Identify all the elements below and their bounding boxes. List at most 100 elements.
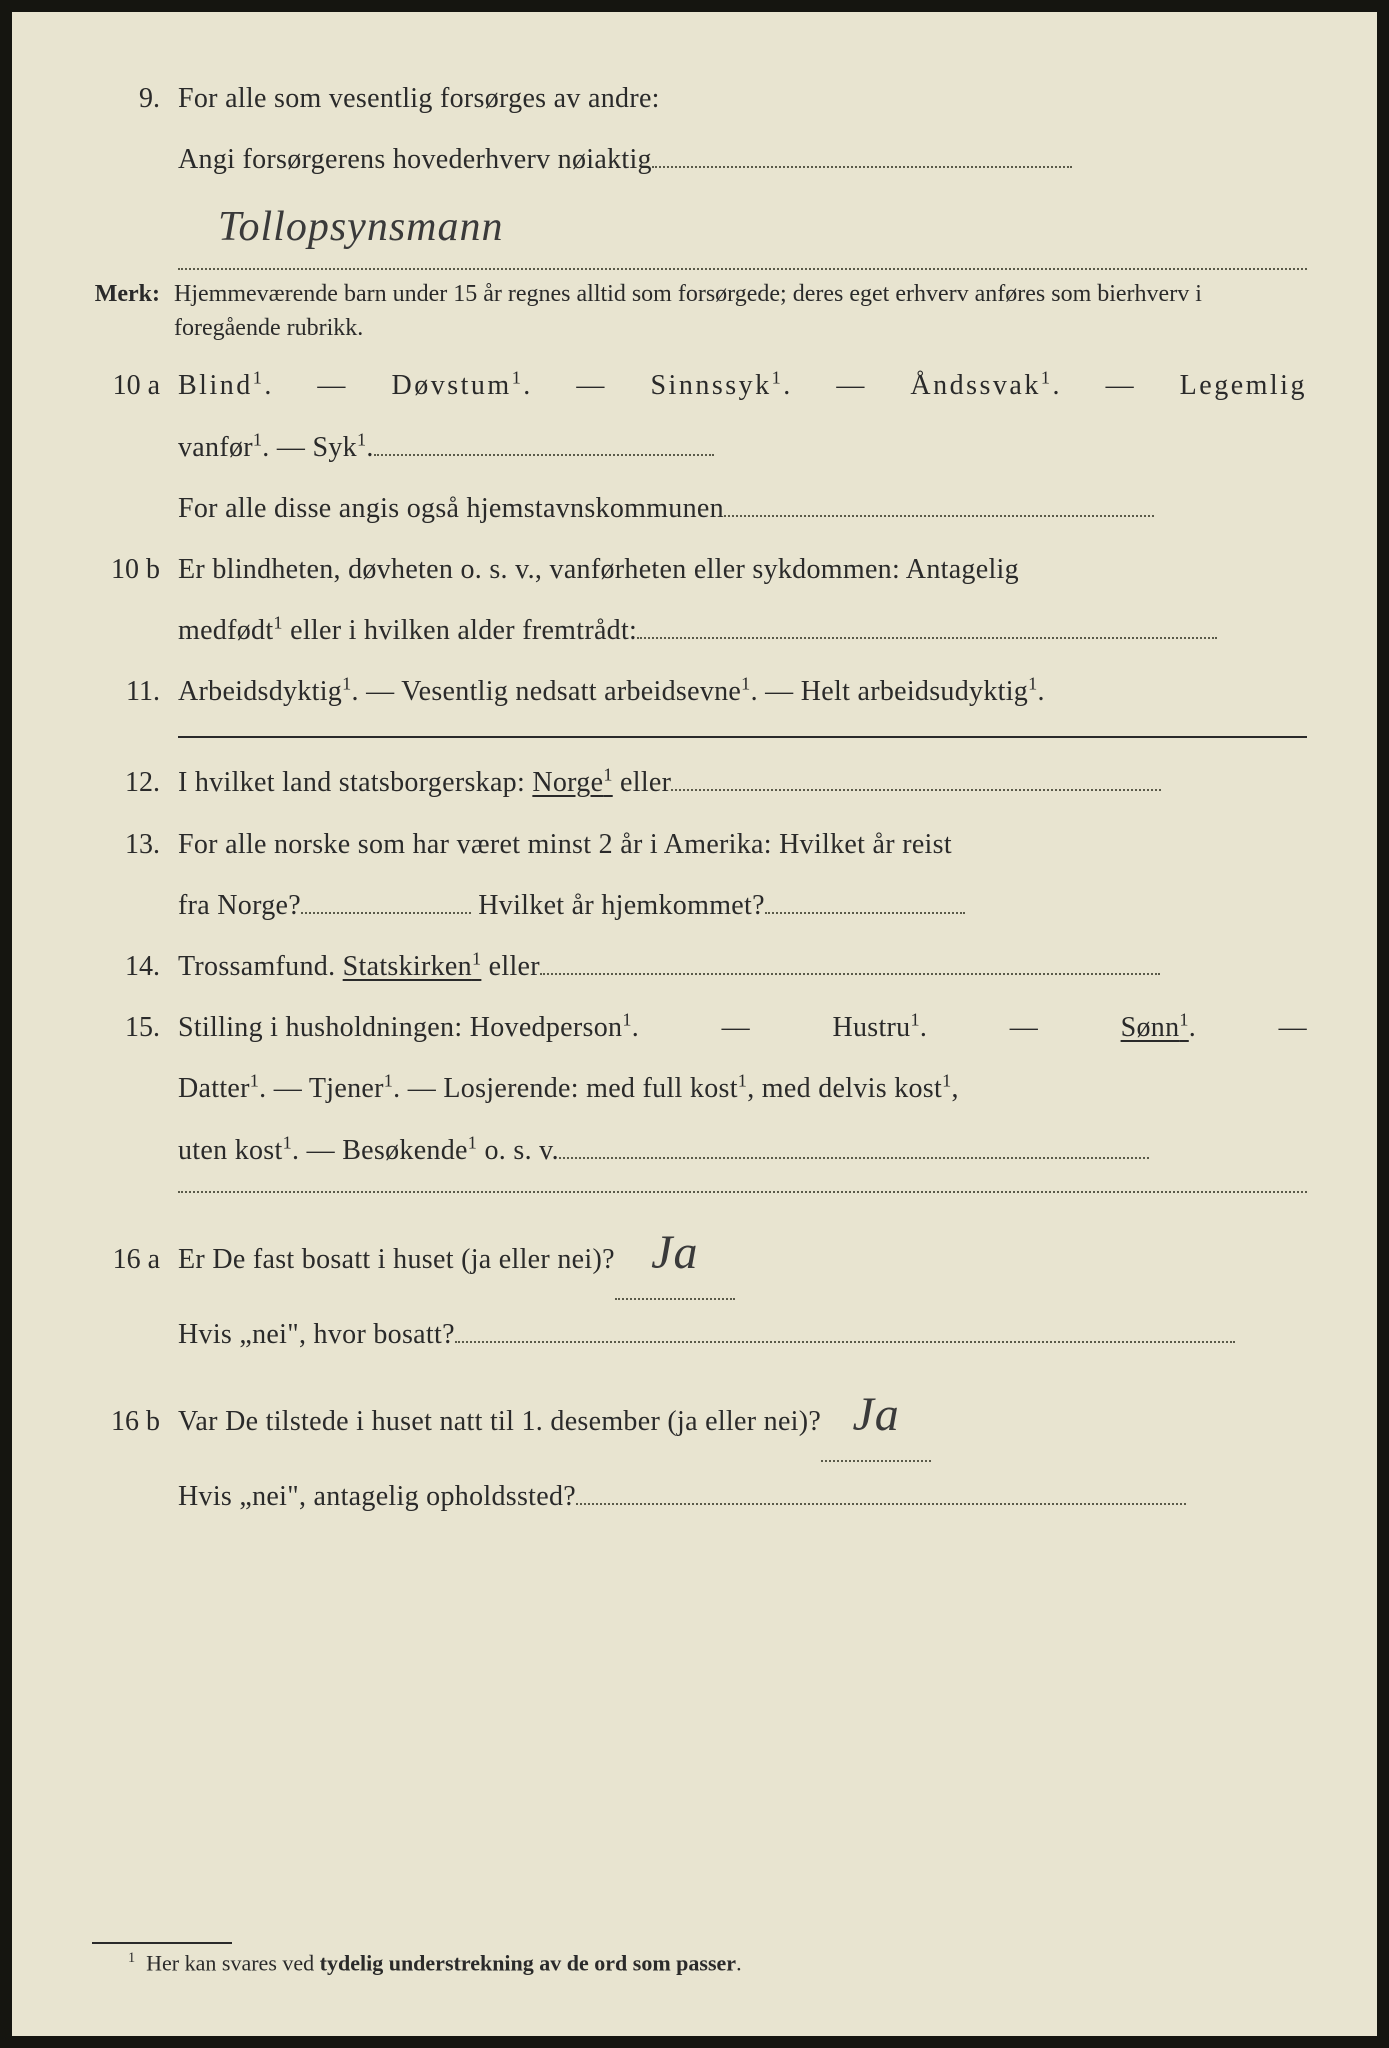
q16b-text2: Hvis „nei", antagelig opholdssted? — [178, 1481, 576, 1512]
q16a-blank[interactable] — [455, 1341, 1235, 1343]
q16a-row2: Hvis „nei", hvor bosatt? — [82, 1308, 1307, 1361]
q15-sonn: Sønn — [1121, 1012, 1180, 1043]
q10a-line1: Blind1. — Døvstum1. — Sinnssyk1. — Åndss… — [178, 359, 1307, 412]
q12-norge: Norge — [532, 767, 603, 798]
q15-number: 15. — [82, 1001, 178, 1054]
q10a-legemlig: Legemlig — [1180, 359, 1307, 412]
merk-label: Merk: — [82, 278, 174, 312]
q10a-vanfor: vanfør — [178, 432, 253, 463]
q14-statskirken: Statskirken — [343, 951, 472, 982]
q15-row3: uten kost1. — Besøkende1 o. s. v. — [82, 1124, 1307, 1177]
q9-row1: 9. For alle som vesentlig forsørges av a… — [82, 72, 1307, 125]
q10b-line1: Er blindheten, døvheten o. s. v., vanfør… — [178, 543, 1307, 596]
q16a-line1: Er De fast bosatt i huset (ja eller nei)… — [178, 1207, 1307, 1300]
q14-blank[interactable] — [540, 973, 1160, 975]
q11-number: 11. — [82, 665, 178, 718]
q14-row: 14. Trossamfund. Statskirken1 eller — [82, 940, 1307, 993]
q15-row2: Datter1. — Tjener1. — Losjerende: med fu… — [82, 1062, 1307, 1115]
q11-row: 11. Arbeidsdyktig1. — Vesentlig nedsatt … — [82, 665, 1307, 718]
q16a-ans[interactable]: Ja — [615, 1207, 735, 1300]
q15-hustru: Hustru — [832, 1012, 910, 1043]
merk-row: Merk: Hjemmeværende barn under 15 år reg… — [82, 278, 1307, 345]
q10b-number: 10 b — [82, 543, 178, 596]
q13-row1: 13. For alle norske som har været minst … — [82, 818, 1307, 871]
q10a-row1: 10 a Blind1. — Døvstum1. — Sinnssyk1. — … — [82, 359, 1307, 412]
divider-2 — [178, 1191, 1307, 1193]
q10a-blind: Blind — [178, 370, 253, 401]
q10b-medfodt: medfødt — [178, 615, 273, 646]
q14-content: Trossamfund. Statskirken1 eller — [178, 940, 1307, 993]
merk-text: Hjemmeværende barn under 15 år regnes al… — [174, 278, 1307, 345]
q9-line2: Angi forsørgerens hovederhverv nøiaktig — [178, 133, 1307, 186]
q16a-number: 16 a — [82, 1233, 178, 1286]
q13-blank1[interactable] — [301, 912, 471, 914]
q15-losj: Losjerende: med full kost — [443, 1073, 737, 1104]
q12-content: I hvilket land statsborgerskap: Norge1 e… — [178, 756, 1307, 809]
q10a-dovstum: Døvstum — [392, 370, 512, 401]
q16a-line2: Hvis „nei", hvor bosatt? — [178, 1308, 1307, 1361]
census-form-page: 9. For alle som vesentlig forsørges av a… — [0, 0, 1389, 2048]
q11-arbdyktig: Arbeidsdyktig — [178, 676, 342, 707]
q16b-row1: 16 b Var De tilstede i huset natt til 1.… — [82, 1369, 1307, 1462]
q15-utenkost: uten kost — [178, 1135, 283, 1166]
q16a-text2: Hvis „nei", hvor bosatt? — [178, 1319, 455, 1350]
q15-delvis: , med delvis kost — [747, 1073, 942, 1104]
q10a-sinnssyk: Sinnssyk — [650, 370, 771, 401]
q15-line2: Datter1. — Tjener1. — Losjerende: med fu… — [178, 1062, 1307, 1115]
q9-handwriting: Tollopsynsmann — [218, 188, 504, 268]
q13-blank2[interactable] — [765, 912, 965, 914]
q16b-blank[interactable] — [576, 1503, 1186, 1505]
q16a-text1: Er De fast bosatt i huset (ja eller nei)… — [178, 1244, 615, 1275]
q13-line2: fra Norge? Hvilket år hjemkommet? — [178, 879, 1307, 932]
q11-nedsatt: Vesentlig nedsatt arbeidsevne — [401, 676, 741, 707]
q16a-ja: Ja — [651, 1226, 698, 1279]
q12-number: 12. — [82, 756, 178, 809]
q10a-row2: vanfør1. — Syk1. — [82, 421, 1307, 474]
q10b-line2b: eller i hvilken alder fremtrådt: — [283, 615, 637, 646]
q12-blank[interactable] — [671, 789, 1161, 791]
footnote-area: 1 Her kan svares ved tydelig understrekn… — [92, 1942, 742, 1976]
q13-row2: fra Norge? Hvilket år hjemkommet? — [82, 879, 1307, 932]
q15-datter: Datter — [178, 1073, 250, 1104]
q12-text-a: I hvilket land statsborgerskap: — [178, 767, 532, 798]
q12-row: 12. I hvilket land statsborgerskap: Norg… — [82, 756, 1307, 809]
q10a-syk: Syk — [313, 432, 357, 463]
q16b-number: 16 b — [82, 1395, 178, 1448]
q9-handwritten-line: Tollopsynsmann — [178, 188, 1307, 270]
q16b-row2: Hvis „nei", antagelig opholdssted? — [82, 1470, 1307, 1523]
q10a-number: 10 a — [82, 359, 178, 412]
q12-text-b: eller — [613, 767, 672, 798]
footnote-text: Her kan svares ved tydelig understreknin… — [146, 1950, 741, 1975]
q10b-row1: 10 b Er blindheten, døvheten o. s. v., v… — [82, 543, 1307, 596]
q13-line1: For alle norske som har været minst 2 år… — [178, 818, 1307, 871]
footnote: 1 Her kan svares ved tydelig understrekn… — [128, 1950, 742, 1976]
q10b-blank[interactable] — [637, 637, 1217, 639]
q15-line3: uten kost1. — Besøkende1 o. s. v. — [178, 1124, 1307, 1177]
q9-line1: For alle som vesentlig forsørges av andr… — [178, 72, 1307, 125]
q16b-ans[interactable]: Ja — [821, 1369, 931, 1462]
q10a-line3: For alle disse angis også hjemstavnskomm… — [178, 482, 1307, 535]
q9-blank1[interactable] — [652, 166, 1072, 168]
q10a-andssvak: Åndssvak — [910, 370, 1040, 401]
q14-number: 14. — [82, 940, 178, 993]
q11-udyktig: Helt arbeidsudyktig — [801, 676, 1028, 707]
q9-number: 9. — [82, 72, 178, 125]
footnote-rule — [92, 1942, 232, 1944]
q15-blank[interactable] — [559, 1157, 1149, 1159]
q10b-line2: medfødt1 eller i hvilken alder fremtrådt… — [178, 604, 1307, 657]
divider-1 — [178, 736, 1307, 738]
q13-line2b: Hvilket år hjemkommet? — [471, 890, 765, 921]
q16a-row1: 16 a Er De fast bosatt i huset (ja eller… — [82, 1207, 1307, 1300]
q10a-blank2[interactable] — [724, 515, 1154, 517]
q16b-line1: Var De tilstede i huset natt til 1. dese… — [178, 1369, 1307, 1462]
q13-line2a: fra Norge? — [178, 890, 301, 921]
q10a-blank[interactable] — [374, 454, 714, 456]
q15-osv: o. s. v. — [477, 1135, 559, 1166]
q14-text-b: eller — [481, 951, 540, 982]
q16b-ja: Ja — [852, 1388, 899, 1441]
q10a-line3-text: For alle disse angis også hjemstavnskomm… — [178, 493, 724, 524]
q11-content: Arbeidsdyktig1. — Vesentlig nedsatt arbe… — [178, 665, 1307, 718]
q10a-row3: For alle disse angis også hjemstavnskomm… — [82, 482, 1307, 535]
q15-hoved: Stilling i husholdningen: Hovedperson — [178, 1012, 622, 1043]
q16b-text1: Var De tilstede i huset natt til 1. dese… — [178, 1406, 821, 1437]
